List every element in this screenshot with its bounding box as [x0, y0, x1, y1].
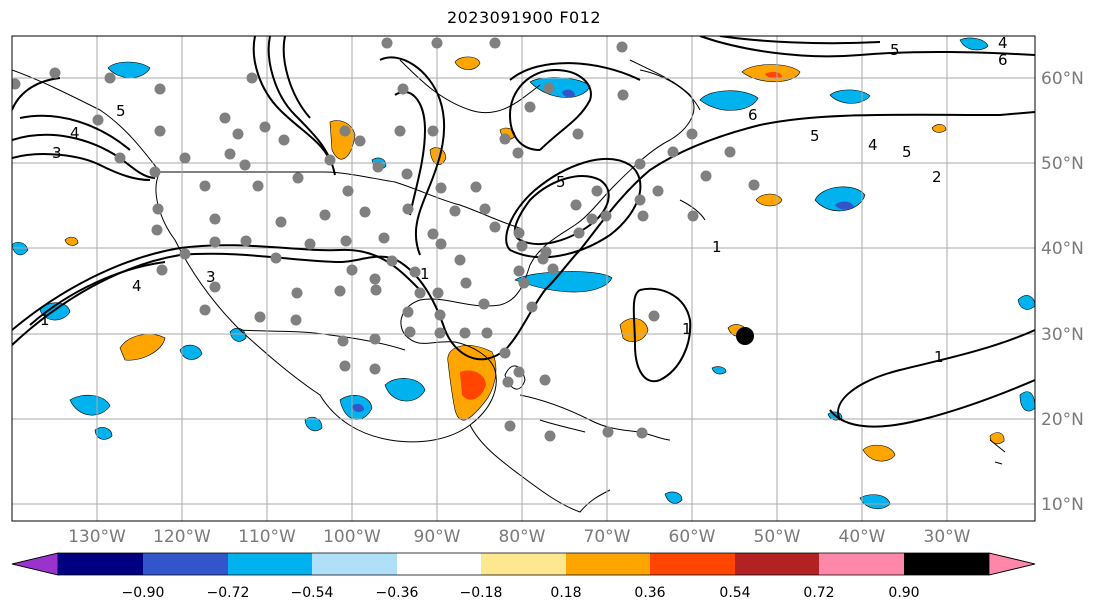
contour-label: 1: [420, 265, 430, 283]
contour-label: 1: [712, 238, 722, 256]
colorbar-tick-label: −0.18: [460, 585, 503, 601]
colorbar-segment: [566, 553, 650, 575]
colorbar-segment: [312, 553, 397, 575]
colorbar-segment: [481, 553, 566, 575]
contour-label: 5: [810, 127, 820, 145]
map-frame: [11, 35, 1036, 522]
lat-tick-label: 60°N: [1041, 69, 1084, 89]
contour-label: 3: [52, 144, 62, 162]
lon-tick-label: 110°W: [238, 527, 296, 547]
colorbar-segment: [904, 553, 989, 575]
colorbar-tick-label: −0.90: [122, 585, 165, 601]
colorbar-segment: [819, 553, 904, 575]
map-title: 2023091900 F012: [446, 8, 602, 27]
lat-tick-label: 40°N: [1041, 239, 1084, 259]
lat-tick-label: 20°N: [1041, 410, 1084, 430]
lat-tick-label: 10°N: [1041, 495, 1084, 515]
colorbar-segment: [143, 553, 228, 575]
lon-tick-label: 120°W: [153, 527, 211, 547]
contour-label: 1: [682, 320, 692, 338]
contour-label: 4: [868, 136, 878, 154]
graticule: [12, 36, 1035, 521]
contour-label: 6: [998, 51, 1008, 69]
colorbar-segment: [735, 553, 819, 575]
colorbar-tick-label: −0.36: [376, 585, 419, 601]
lat-tick-label: 30°N: [1041, 325, 1084, 345]
lon-tick-labels: 130°W 120°W 110°W 100°W 90°W 80°W 70°W 6…: [68, 527, 971, 547]
contour-label: 5: [902, 143, 912, 161]
colorbar-tick-label: 0.90: [888, 585, 919, 601]
colorbar-tick-label: −0.54: [291, 585, 334, 601]
contour-label: 3: [206, 268, 216, 286]
colorbar-tick-label: −0.72: [207, 585, 250, 601]
contour-label: 5: [890, 41, 900, 59]
location-marker: [736, 327, 754, 345]
lon-tick-label: 60°W: [669, 527, 716, 547]
lon-tick-label: 50°W: [754, 527, 801, 547]
lat-tick-labels: 60°N 50°N 40°N 30°N 20°N 10°N: [1041, 69, 1084, 515]
colorbar-segment: [228, 553, 312, 575]
lon-tick-label: 40°W: [839, 527, 886, 547]
lon-tick-label: 80°W: [499, 527, 546, 547]
contour-label: 2: [932, 168, 942, 186]
contour-label: 6: [748, 106, 758, 124]
lon-tick-label: 70°W: [584, 527, 631, 547]
contour-label: 4: [132, 277, 142, 295]
colorbar-tick-label: 0.72: [803, 585, 834, 601]
lat-tick-label: 50°N: [1041, 154, 1084, 174]
colorbar-ticks: −0.90 −0.72 −0.54 −0.36 −0.18 0.18 0.36 …: [122, 585, 920, 601]
colorbar-extend-low: [11, 552, 59, 576]
colorbar-tick-label: 0.36: [634, 585, 665, 601]
colorbar-tick-label: 0.18: [550, 585, 581, 601]
lon-tick-label: 130°W: [68, 527, 126, 547]
colorbar-tick-label: 0.54: [719, 585, 750, 601]
contour-label: 1: [934, 348, 944, 366]
colorbar-extend-high: [988, 552, 1036, 576]
colorbar: −0.90 −0.72 −0.54 −0.36 −0.18 0.18 0.36 …: [11, 552, 1036, 601]
contour-labels: 5 4 3 1 6 5 4 2 5 1 1 1 3 4 1 5 6 4 5: [40, 34, 1008, 366]
lon-tick-label: 100°W: [323, 527, 381, 547]
contour-label: 5: [556, 173, 566, 191]
colorbar-segment: [58, 553, 143, 575]
lon-tick-label: 30°W: [924, 527, 971, 547]
lon-tick-label: 90°W: [414, 527, 461, 547]
contour-label: 4: [70, 124, 80, 142]
contour-label: 4: [998, 34, 1008, 52]
colorbar-segment: [397, 553, 481, 575]
colorbar-outline: [11, 552, 1036, 576]
contour-label: 5: [116, 102, 126, 120]
contour-label: 1: [40, 311, 50, 329]
station-dots: [12, 37, 760, 442]
colorbar-segment: [650, 553, 735, 575]
